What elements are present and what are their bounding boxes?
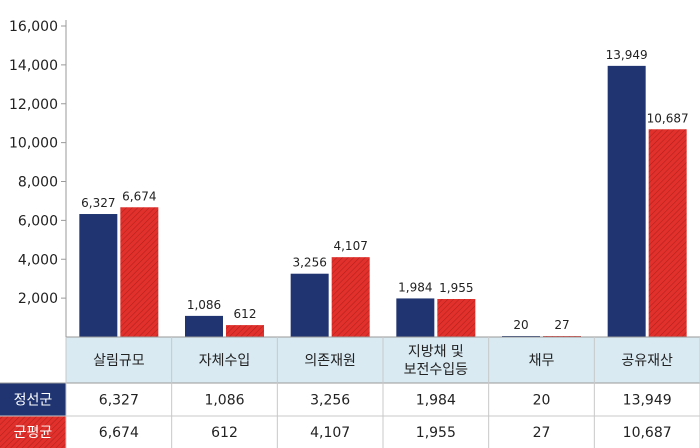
table-cell: 4,107 — [310, 425, 350, 441]
bar-series-1 — [290, 273, 329, 337]
y-tick-label: 8,000 — [18, 175, 58, 191]
data-label: 6,327 — [81, 196, 115, 210]
category-label: 공유재산 — [621, 353, 673, 369]
y-axis: 2,000 4,000 6,000 8,000 10,000 12,000 14,000 16… — [9, 19, 67, 337]
data-label: 10,687 — [647, 111, 689, 125]
table-cell: 13,949 — [623, 393, 672, 409]
category-label: 의존재원 — [304, 353, 356, 369]
y-tick-label: 16,000 — [9, 19, 58, 35]
bar-series-1 — [607, 65, 646, 338]
table-cell: 20 — [533, 393, 551, 409]
bar-series-2 — [331, 257, 370, 337]
table-cell: 27 — [533, 425, 551, 441]
bar-series-2 — [226, 325, 264, 337]
table-cell: 1,086 — [204, 393, 244, 409]
bar-series-1 — [185, 315, 223, 337]
table-cell: 1,955 — [416, 425, 456, 441]
table-cell: 10,687 — [623, 425, 672, 441]
data-label: 1,086 — [187, 298, 221, 312]
category-label: 채무 — [529, 353, 555, 369]
data-label: 27 — [554, 318, 569, 332]
y-tick-label: 14,000 — [9, 58, 58, 74]
bars-group: 6,327 6,674 1,086 612 3,256 4,107 1,984 1,955 20… — [79, 48, 689, 338]
row-header-series-2 — [0, 416, 66, 448]
data-label: 4,107 — [333, 239, 367, 253]
table-cell: 3,256 — [310, 393, 350, 409]
table-cell: 6,327 — [99, 393, 139, 409]
table-cell: 6,674 — [99, 425, 139, 441]
table-cell: 612 — [211, 425, 238, 441]
category-label: 지방채 및 보전수입등 — [404, 344, 469, 378]
row-label-series-1: 정선군 — [14, 393, 53, 409]
data-label: 20 — [513, 318, 528, 332]
y-tick-label: 12,000 — [9, 97, 58, 113]
category-label: 살림규모 — [93, 353, 145, 369]
row-label-series-2: 군평균 — [14, 425, 53, 441]
bar-series-2 — [648, 129, 687, 337]
bar-series-1 — [79, 214, 118, 337]
bar-series-2 — [437, 298, 476, 337]
bar-series-2 — [120, 207, 159, 337]
data-label: 13,949 — [606, 48, 648, 62]
bar-series-1 — [396, 298, 435, 337]
data-label: 6,674 — [122, 189, 156, 203]
table-cell: 1,984 — [416, 393, 456, 409]
data-label: 3,256 — [292, 256, 326, 270]
data-label: 612 — [234, 307, 257, 321]
y-tick-label: 2,000 — [18, 291, 58, 307]
y-tick-label: 6,000 — [18, 213, 58, 229]
y-tick-label: 4,000 — [18, 252, 58, 268]
row-header-series-1 — [0, 383, 66, 416]
data-label: 1,955 — [439, 281, 473, 295]
category-label: 자체수입 — [199, 353, 251, 369]
data-label: 1,984 — [398, 280, 432, 294]
y-tick-label: 10,000 — [9, 136, 58, 152]
